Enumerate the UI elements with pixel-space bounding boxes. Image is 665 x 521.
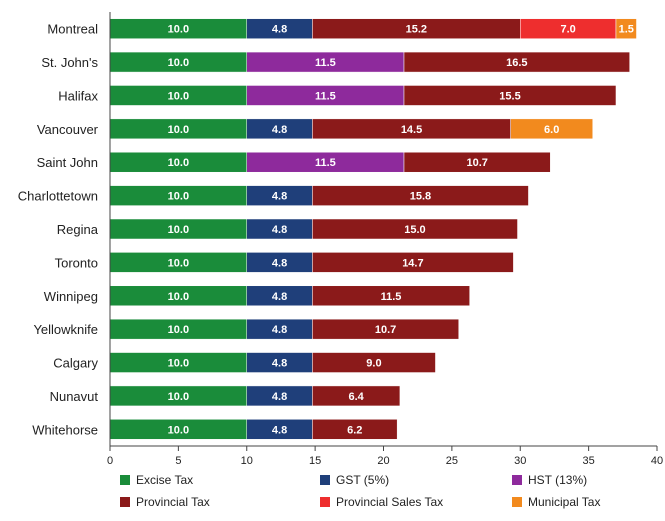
bar-provincial-tax-calgary [312, 352, 436, 373]
data-label-excise-tax-nunavut: 10.0 [168, 391, 189, 403]
data-label-gst-5-vancouver: 4.8 [272, 124, 287, 136]
data-label-provincial-tax-st-john-s: 16.5 [506, 57, 527, 69]
data-label-provincial-tax-halifax: 15.5 [499, 90, 520, 102]
data-label-excise-tax-winnipeg: 10.0 [168, 291, 189, 303]
category-label-calgary: Calgary [53, 356, 98, 371]
bar-provincial-tax-charlottetown [312, 185, 529, 206]
data-label-excise-tax-yellowknife: 10.0 [168, 324, 189, 336]
category-label-st-john-s: St. John's [41, 55, 98, 70]
category-label-montreal: Montreal [47, 22, 98, 37]
data-label-gst-5-winnipeg: 4.8 [272, 291, 287, 303]
data-label-excise-tax-saint-john: 10.0 [168, 157, 189, 169]
bar-municipal-tax-montreal [615, 18, 637, 39]
data-label-provincial-tax-toronto: 14.7 [402, 257, 423, 269]
data-label-gst-5-calgary: 4.8 [272, 358, 287, 370]
legend-swatch-hst-13 [512, 475, 522, 485]
bar-provincial-tax-winnipeg [312, 285, 470, 307]
category-label-halifax: Halifax [58, 88, 98, 103]
data-label-provincial-tax-whitehorse: 6.2 [347, 424, 362, 436]
legend-swatch-gst-5 [320, 475, 330, 485]
bar-provincial-tax-whitehorse [312, 419, 398, 440]
bar-provincial-tax-nunavut [312, 385, 401, 407]
data-label-excise-tax-calgary: 10.0 [168, 358, 189, 370]
data-label-excise-tax-toronto: 10.0 [168, 257, 189, 269]
legend-label-provincial-sales-tax: Provincial Sales Tax [336, 495, 443, 509]
category-label-charlottetown: Charlottetown [18, 189, 98, 204]
data-label-excise-tax-halifax: 10.0 [168, 90, 189, 102]
data-label-gst-5-montreal: 4.8 [272, 24, 287, 36]
x-tick-label-25: 25 [446, 455, 458, 467]
data-label-excise-tax-regina: 10.0 [168, 224, 189, 236]
data-label-provincial-tax-regina: 15.0 [404, 224, 425, 236]
data-label-gst-5-regina: 4.8 [272, 224, 287, 236]
data-label-gst-5-nunavut: 4.8 [272, 391, 287, 403]
x-tick-label-35: 35 [583, 455, 595, 467]
data-label-hst-13-st-john-s: 11.5 [315, 57, 336, 69]
category-label-winnipeg: Winnipeg [44, 289, 98, 304]
bar-provincial-tax-regina [312, 218, 518, 240]
data-label-gst-5-yellowknife: 4.8 [272, 324, 287, 336]
data-label-provincial-tax-montreal: 15.2 [406, 24, 427, 36]
data-label-excise-tax-whitehorse: 10.0 [168, 424, 189, 436]
x-tick-label-5: 5 [175, 455, 181, 467]
plot-area: 10.0 4.8 15.2 7.0 1.5 10.0 11.5 16.5 10.0 11.5 15.… [109, 18, 637, 440]
bar-provincial-tax-toronto [312, 252, 514, 273]
x-tick-label-40: 40 [651, 455, 663, 467]
data-label-provincial-tax-nunavut: 6.4 [349, 391, 365, 403]
category-label-regina: Regina [57, 222, 99, 237]
bar-provincial-tax-halifax [403, 85, 617, 106]
category-label-yellowknife: Yellowknife [33, 322, 98, 337]
legend-swatch-municipal-tax [512, 497, 522, 507]
bar-municipal-tax-vancouver [510, 118, 593, 140]
x-tick-label-15: 15 [309, 455, 321, 467]
data-label-municipal-tax-montreal: 1.5 [619, 24, 634, 36]
data-label-gst-5-whitehorse: 4.8 [272, 424, 287, 436]
data-label-hst-13-saint-john: 11.5 [315, 157, 336, 169]
legend-label-excise-tax: Excise Tax [136, 473, 193, 487]
x-tick-label-30: 30 [514, 455, 526, 467]
legend-label-hst-13: HST (13%) [528, 473, 587, 487]
x-tick-label-10: 10 [241, 455, 253, 467]
data-label-municipal-tax-vancouver: 6.0 [544, 124, 559, 136]
category-label-vancouver: Vancouver [37, 122, 99, 137]
data-label-provincial-tax-vancouver: 14.5 [401, 124, 422, 136]
category-label-whitehorse: Whitehorse [32, 422, 98, 437]
category-labels: Montreal St. John's Halifax Vancouver Saint … [18, 22, 99, 438]
legend-swatch-provincial-tax [120, 497, 130, 507]
category-label-nunavut: Nunavut [50, 389, 99, 404]
legend-swatch-excise-tax [120, 475, 130, 485]
data-label-provincial-tax-saint-john: 10.7 [466, 157, 487, 169]
data-label-provincial-tax-winnipeg: 11.5 [381, 291, 402, 303]
category-label-saint-john: Saint John [37, 155, 98, 170]
data-label-excise-tax-vancouver: 10.0 [168, 124, 189, 136]
data-label-gst-5-toronto: 4.8 [272, 257, 287, 269]
data-label-provincial-tax-yellowknife: 10.7 [375, 324, 396, 336]
legend-label-gst-5: GST (5%) [336, 473, 389, 487]
data-label-excise-tax-charlottetown: 10.0 [168, 191, 189, 203]
legend-label-municipal-tax: Municipal Tax [528, 495, 600, 509]
bar-provincial-tax-st-john-s [403, 51, 630, 73]
data-label-gst-5-charlottetown: 4.8 [272, 191, 287, 203]
x-axis: 0 5 10 15 20 25 30 35 40 [107, 12, 663, 467]
data-label-excise-tax-montreal: 10.0 [168, 24, 189, 36]
bar-provincial-tax-saint-john [403, 151, 551, 173]
data-label-provincial-sales-tax-montreal: 7.0 [560, 24, 575, 36]
legend: Excise Tax GST (5%) HST (13%) Provincial Ta… [120, 473, 600, 509]
data-label-provincial-tax-calgary: 9.0 [366, 358, 381, 370]
data-label-excise-tax-st-john-s: 10.0 [168, 57, 189, 69]
data-label-hst-13-halifax: 11.5 [315, 90, 336, 102]
legend-label-provincial-tax: Provincial Tax [136, 495, 210, 509]
legend-swatch-provincial-sales-tax [320, 497, 330, 507]
bar-provincial-tax-yellowknife [312, 318, 459, 340]
category-label-toronto: Toronto [55, 255, 98, 270]
data-label-provincial-tax-charlottetown: 15.8 [410, 191, 431, 203]
x-tick-label-20: 20 [377, 455, 389, 467]
x-tick-label-0: 0 [107, 455, 113, 467]
